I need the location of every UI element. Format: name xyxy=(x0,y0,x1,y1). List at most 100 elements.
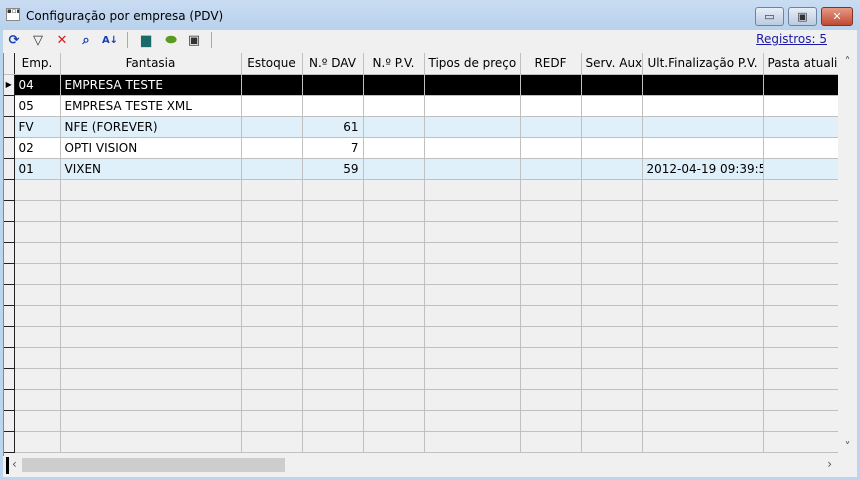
column-header[interactable]: REDF xyxy=(520,53,582,75)
table-cell[interactable] xyxy=(763,74,838,96)
empty-cell xyxy=(241,284,303,306)
empty-cell xyxy=(642,242,764,264)
table-cell[interactable]: 7 xyxy=(302,137,364,159)
table-cell[interactable] xyxy=(363,137,425,159)
table-cell[interactable] xyxy=(424,158,521,180)
table-cell[interactable]: 02 xyxy=(14,137,61,159)
table-row[interactable]: 02 OPTI VISION 7 xyxy=(4,137,838,159)
table-row[interactable]: FV NFE (FOREVER) 61 xyxy=(4,116,838,138)
table-cell[interactable] xyxy=(581,137,643,159)
empty-cell xyxy=(763,263,838,285)
table-cell[interactable]: OPTI VISION xyxy=(60,137,242,159)
column-header[interactable]: N.º DAV xyxy=(302,53,364,75)
table-cell[interactable] xyxy=(642,137,764,159)
table-cell[interactable]: 01 xyxy=(14,158,61,180)
table-cell[interactable] xyxy=(763,116,838,138)
empty-cell xyxy=(424,410,521,432)
table-cell[interactable] xyxy=(302,95,364,117)
table-cell[interactable] xyxy=(763,95,838,117)
table-cell[interactable] xyxy=(424,116,521,138)
table-cell[interactable] xyxy=(581,116,643,138)
table-cell[interactable] xyxy=(520,137,582,159)
data-grid[interactable]: Emp. Fantasia Estoque N.º DAV N.º P.V. Tipos … xyxy=(3,53,838,456)
empty-cell xyxy=(581,179,643,201)
column-header[interactable]: Fantasia xyxy=(60,53,242,75)
table-cell[interactable] xyxy=(642,95,764,117)
table-cell[interactable]: 05 xyxy=(14,95,61,117)
table-cell[interactable] xyxy=(241,137,303,159)
column-header[interactable]: N.º P.V. xyxy=(363,53,425,75)
search-icon[interactable]: ⌕ xyxy=(82,33,90,48)
empty-cell xyxy=(14,242,61,264)
empty-row xyxy=(4,263,838,285)
table-cell[interactable] xyxy=(581,158,643,180)
empty-cell xyxy=(424,221,521,243)
table-cell[interactable] xyxy=(241,158,303,180)
table-cell[interactable] xyxy=(424,95,521,117)
table-cell[interactable] xyxy=(642,116,764,138)
column-header[interactable]: Pasta atualiz xyxy=(763,53,838,75)
vertical-scrollbar[interactable]: ˄ ˅ xyxy=(838,53,857,456)
table-cell[interactable] xyxy=(642,74,764,96)
table-cell[interactable] xyxy=(424,74,521,96)
filter-icon[interactable]: ▽ xyxy=(33,33,43,48)
close-button[interactable]: ✕ xyxy=(821,7,853,26)
table-cell[interactable]: NFE (FOREVER) xyxy=(60,116,242,138)
table-cell[interactable] xyxy=(241,116,303,138)
horizontal-scrollbar[interactable]: ‹ › xyxy=(6,457,838,474)
export-icon[interactable]: ⬬ xyxy=(165,33,177,48)
table-row[interactable]: 05 EMPRESA TESTE XML xyxy=(4,95,838,117)
table-cell[interactable] xyxy=(520,158,582,180)
table-cell[interactable] xyxy=(241,95,303,117)
table-cell[interactable] xyxy=(363,158,425,180)
refresh-icon[interactable]: ⟳ xyxy=(8,33,20,48)
scroll-up-icon[interactable]: ˄ xyxy=(844,55,851,69)
records-count-link[interactable]: Registros: 5 xyxy=(756,32,827,46)
table-cell[interactable]: 59 xyxy=(302,158,364,180)
table-row[interactable]: ▶ 04 EMPRESA TESTE xyxy=(4,74,838,96)
empty-cell xyxy=(4,179,15,201)
table-cell[interactable]: EMPRESA TESTE xyxy=(60,74,242,96)
table-cell[interactable]: EMPRESA TESTE XML xyxy=(60,95,242,117)
empty-cell xyxy=(520,305,582,327)
column-header[interactable]: Ult.Finalização P.V. xyxy=(642,53,764,75)
clear-filter-icon[interactable]: ✕ xyxy=(56,33,68,48)
table-cell[interactable] xyxy=(363,95,425,117)
table-cell[interactable] xyxy=(520,95,582,117)
empty-cell xyxy=(520,179,582,201)
column-header[interactable]: Emp. xyxy=(14,53,61,75)
table-cell[interactable]: 04 xyxy=(14,74,61,96)
table-cell[interactable]: FV xyxy=(14,116,61,138)
table-cell[interactable] xyxy=(424,137,521,159)
column-header[interactable]: Tipos de preço xyxy=(424,53,521,75)
scroll-right-icon[interactable]: › xyxy=(827,457,832,471)
save-icon[interactable]: ▣ xyxy=(187,33,201,48)
sort-az-icon[interactable]: A↓ xyxy=(101,35,119,46)
table-cell[interactable] xyxy=(363,116,425,138)
table-cell[interactable] xyxy=(520,116,582,138)
table-cell[interactable] xyxy=(763,158,838,180)
empty-cell xyxy=(424,326,521,348)
minimize-button[interactable]: ▭ xyxy=(755,7,784,26)
scroll-down-icon[interactable]: ˅ xyxy=(844,440,851,454)
table-cell[interactable] xyxy=(363,74,425,96)
print-icon[interactable]: ▆ xyxy=(141,33,151,48)
table-cell[interactable] xyxy=(763,137,838,159)
column-header[interactable]: Estoque xyxy=(241,53,303,75)
table-cell[interactable] xyxy=(241,74,303,96)
table-cell[interactable] xyxy=(581,74,643,96)
table-cell[interactable] xyxy=(302,74,364,96)
table-cell[interactable]: 61 xyxy=(302,116,364,138)
horizontal-scroll-thumb[interactable] xyxy=(22,458,285,472)
table-cell[interactable]: VIXEN xyxy=(60,158,242,180)
table-cell[interactable] xyxy=(581,95,643,117)
restore-button[interactable]: ▣ xyxy=(788,7,817,26)
table-row[interactable]: 01 VIXEN 59 2012-04-19 09:39:52 xyxy=(4,158,838,180)
empty-cell xyxy=(581,347,643,369)
scroll-left-icon[interactable]: ‹ xyxy=(12,457,17,471)
table-cell[interactable]: 2012-04-19 09:39:52 xyxy=(642,158,764,180)
toolbar: ⟳ ▽ ✕ ⌕ A↓ ▆ ⬬ ▣ Registros: 5 xyxy=(3,30,857,51)
empty-cell xyxy=(642,263,764,285)
table-cell[interactable] xyxy=(520,74,582,96)
column-header[interactable]: Serv. Aux. xyxy=(581,53,643,75)
